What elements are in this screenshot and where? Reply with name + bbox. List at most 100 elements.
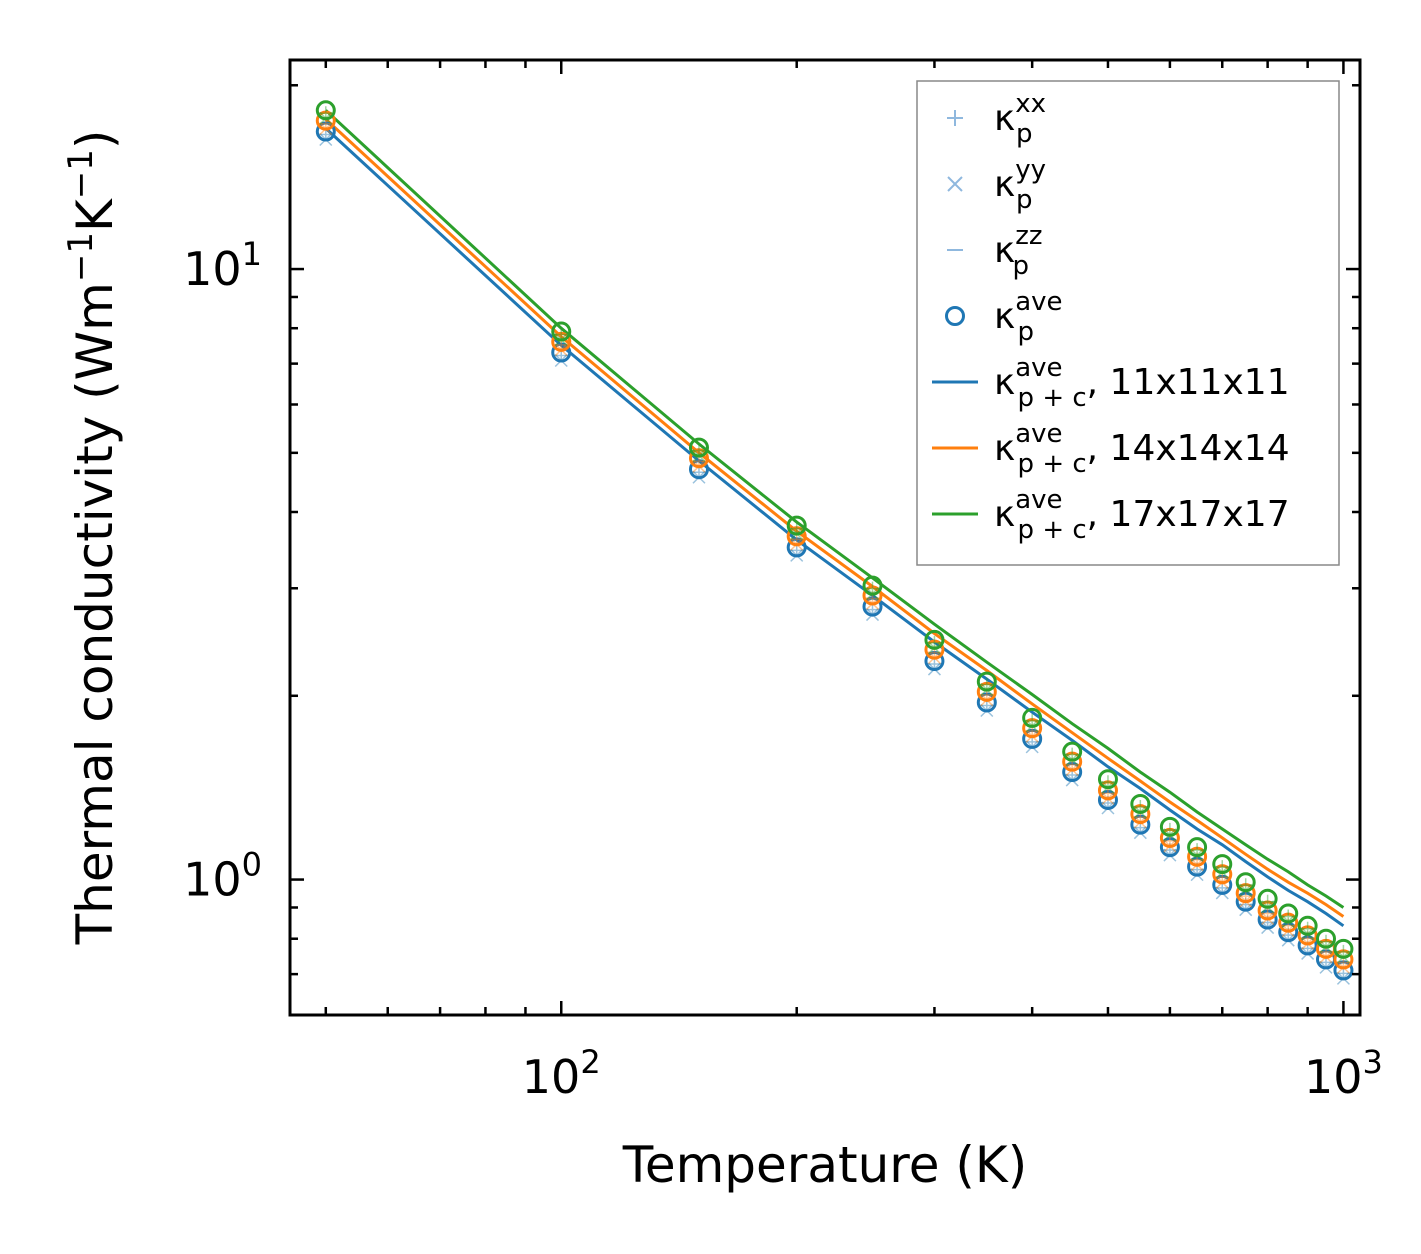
y-axis-label-main: Thermal conductivity (Wm (66, 282, 124, 945)
kappa-ave-marker (1257, 900, 1278, 921)
data-point (1130, 804, 1151, 829)
legend-suffix: , 17x17x17 (1087, 494, 1290, 535)
legend-entry: κave p (945, 287, 1063, 347)
legend-label: κave p (994, 287, 1063, 347)
kappa-ave-marker (1062, 741, 1083, 762)
x-tick-label-base: 10 (1304, 1050, 1363, 1104)
y-tick-label-base: 10 (183, 853, 242, 907)
legend-subscript: p (1016, 119, 1033, 149)
kappa-ave-marker (786, 515, 807, 536)
kappa-ave-marker (688, 437, 709, 458)
legend-label: κzz p (994, 221, 1043, 281)
kappa-ave-marker (1212, 864, 1233, 885)
data-point (1097, 780, 1118, 805)
kappa-ave-marker (1257, 909, 1278, 930)
kappa-ave-marker (1187, 856, 1208, 877)
kappa-ave-marker (1022, 718, 1043, 739)
kappa-ave-marker (551, 331, 572, 352)
data-point (1257, 888, 1278, 914)
y-axis-label-sup1: −1 (61, 232, 101, 282)
kappa-ave-marker (1062, 751, 1083, 772)
data-point (1022, 728, 1043, 754)
legend-superscript: ave (1015, 419, 1062, 449)
kappa-ave-marker (862, 575, 883, 596)
legend-subscript: p + c (1018, 383, 1087, 413)
legend-superscript: ave (1015, 485, 1062, 515)
kappa-ave-marker (1297, 925, 1318, 946)
data-point (1062, 741, 1083, 767)
x-tick-label: 103 (1304, 1043, 1383, 1104)
kappa-ave-marker (862, 585, 883, 606)
kappa-ave-marker (551, 342, 572, 363)
y-tick-label-exp: 0 (242, 846, 262, 884)
series-line (324, 109, 1345, 909)
data-point (688, 437, 709, 463)
data-point (1235, 872, 1256, 897)
legend-entry: κyy p (947, 155, 1046, 215)
data-point (862, 596, 883, 622)
kappa-ave-marker (1097, 769, 1118, 790)
x-tick-label: 102 (522, 1043, 601, 1104)
data-point (1333, 938, 1354, 964)
legend-subscript: p (1016, 185, 1033, 215)
legend-symbol: κ (994, 428, 1015, 469)
data-point (1278, 922, 1299, 947)
data-point (1212, 874, 1233, 900)
plot-area (315, 100, 1354, 985)
data-point (976, 671, 997, 697)
legend-superscript: zz (1015, 221, 1042, 251)
kappa-ave-marker (1333, 938, 1354, 959)
kappa-ave-marker (1257, 888, 1278, 909)
kappa-ave-marker (1278, 922, 1299, 943)
y-tick-label: 100 (183, 846, 262, 907)
kappa-ave-marker (976, 671, 997, 692)
kappa-ave-marker (315, 100, 336, 121)
kappa-ave-marker (1278, 912, 1299, 933)
y-tick-label-base: 10 (183, 242, 242, 296)
kappa-ave-marker (1159, 837, 1180, 858)
legend-subscript: p + c (1018, 515, 1087, 545)
kappa-ave-marker (315, 121, 336, 142)
kappa-ave-marker (924, 639, 945, 660)
kappa-ave-marker (1278, 903, 1299, 924)
legend-symbol: κ (994, 362, 1015, 403)
legend-label: κave p + c, 17x17x17 (994, 485, 1290, 545)
kappa-ave-marker (1130, 814, 1151, 835)
legend-entry: κave p + c, 14x14x14 (932, 419, 1290, 479)
data-point (1297, 915, 1318, 941)
y-axis-label-sup2: −1 (61, 149, 101, 199)
x-tick-label-exp: 2 (580, 1043, 600, 1081)
legend-subscript: p (1018, 317, 1035, 347)
legend-suffix: , 11x11x11 (1087, 362, 1290, 403)
kappa-ave-marker (1022, 728, 1043, 749)
kappa-ave-marker (786, 537, 807, 558)
legend-entry: κzz p (947, 221, 1043, 281)
x-tick-label-base: 10 (522, 1050, 581, 1104)
legend-entry: κave p + c, 17x17x17 (932, 485, 1290, 545)
legend-superscript: ave (1015, 287, 1062, 317)
legend-superscript: ave (1015, 353, 1062, 383)
kappa-ave-marker (1159, 827, 1180, 848)
data-point (1022, 707, 1043, 733)
y-axis-label-end: ) (66, 130, 124, 150)
data-point (1130, 793, 1151, 819)
data-point (1187, 846, 1208, 872)
data-point (1022, 718, 1043, 743)
series-line (324, 118, 1345, 918)
kappa-ave-marker (862, 596, 883, 617)
data-point (1316, 928, 1337, 954)
kappa-ave-marker (1297, 935, 1318, 956)
legend-superscript: xx (1015, 89, 1046, 119)
x-tick-label-exp: 3 (1363, 1043, 1383, 1081)
data-point (976, 692, 997, 718)
data-point (1278, 903, 1299, 928)
kappa-ave-marker (924, 651, 945, 672)
legend-label: κxx p (994, 89, 1046, 149)
data-point (1062, 751, 1083, 777)
kappa-ave-marker (688, 448, 709, 469)
data-point (1159, 816, 1180, 842)
kappa-ave-marker (1130, 804, 1151, 825)
data-point (315, 100, 336, 125)
